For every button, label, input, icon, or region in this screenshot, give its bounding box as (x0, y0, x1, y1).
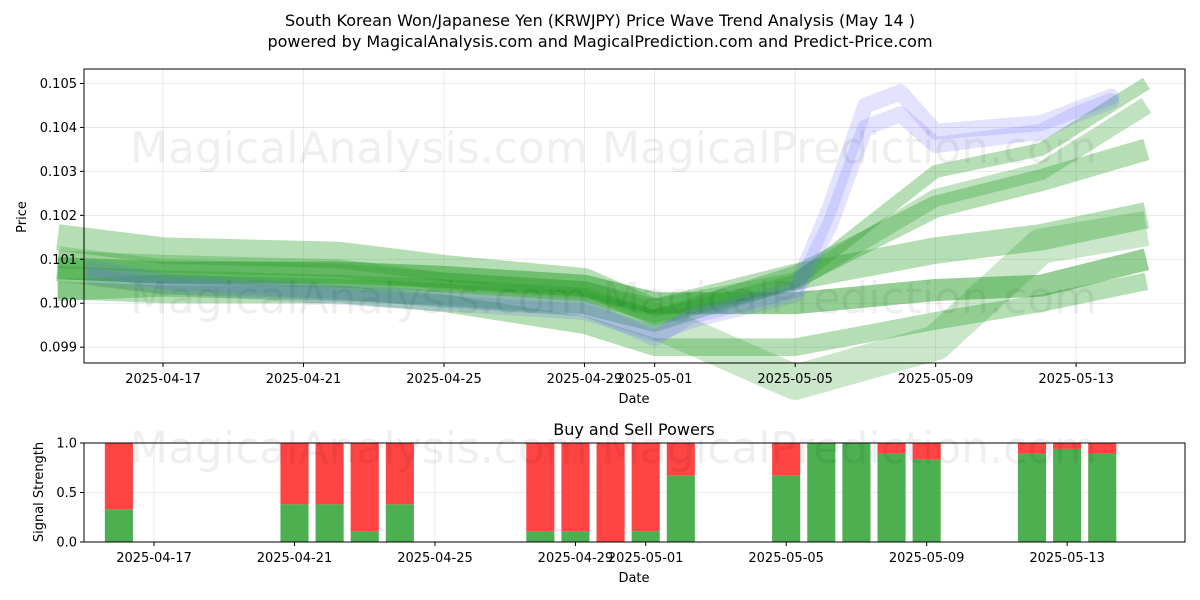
buy-bar (1088, 453, 1117, 542)
buy-bar (666, 475, 695, 542)
watermark-analysis-bottom: MagicalAnalysis.com (130, 423, 588, 474)
price-y-tick-label: 0.099 (40, 341, 77, 356)
price-x-ticks: 2025-04-17 2025-04-21 2025-04-25 2025-04-29… (125, 363, 1114, 387)
signal-x-tick-label: 2025-04-29 (538, 551, 614, 566)
signal-x-tick-label: 2025-04-21 (257, 551, 333, 566)
price-y-tick-label: 0.105 (40, 77, 77, 92)
price-x-tick-label: 2025-05-09 (898, 372, 974, 387)
buy-bar (772, 475, 801, 542)
price-x-tick-label: 2025-05-01 (617, 372, 693, 387)
chart-title: South Korean Won/Japanese Yen (KRWJPY) P… (285, 11, 915, 30)
signal-y-ticks: 0.0 0.5 1.0 (56, 437, 84, 551)
buy-bar (912, 459, 941, 542)
signal-x-tick-label: 2025-05-09 (889, 551, 965, 566)
sell-bar (1017, 443, 1047, 454)
green-band-3 (57, 248, 1150, 315)
watermark-prediction-bottom: MagicalPrediction.com (602, 423, 1097, 474)
signal-x-tick-label: 2025-05-13 (1029, 551, 1105, 566)
price-x-tick-label: 2025-05-05 (757, 372, 833, 387)
signal-bars (104, 443, 1117, 542)
buy-bar (385, 504, 414, 542)
price-grid (84, 69, 1185, 363)
signal-x-ticks: 2025-04-17 2025-04-21 2025-04-25 2025-04-29… (116, 542, 1105, 566)
sell-bar (385, 443, 414, 505)
price-y-tick-label: 0.101 (40, 253, 77, 268)
watermark-prediction-middle: MagicalPrediction.com (602, 273, 1097, 324)
sell-bar (666, 443, 695, 476)
buy-bar (280, 504, 309, 542)
green-band-6 (55, 211, 1150, 400)
signal-y-axis-label: Signal Strength (32, 442, 47, 542)
watermark-analysis-top: MagicalAnalysis.com (130, 123, 588, 174)
price-y-axis-label: Price (15, 201, 30, 233)
price-bands (55, 77, 1152, 400)
sell-bar (315, 443, 344, 505)
blue-band-0 (84, 84, 1120, 347)
price-y-tick-label: 0.104 (40, 121, 77, 136)
price-axes-frame (83, 68, 1186, 364)
buy-bar (877, 453, 906, 542)
price-x-tick-label: 2025-05-13 (1038, 372, 1114, 387)
signal-panel-title: Buy and Sell Powers (553, 420, 715, 439)
green-band-1 (57, 138, 1150, 332)
watermark-analysis-middle: MagicalAnalysis.com (130, 273, 588, 324)
buy-bar (526, 531, 555, 542)
price-y-tick-label: 0.102 (40, 209, 77, 224)
sell-bar (280, 443, 309, 505)
buy-bar (631, 531, 660, 542)
signal-x-tick-label: 2025-05-01 (608, 551, 684, 566)
price-x-tick-label: 2025-04-25 (406, 372, 482, 387)
buy-bar (104, 509, 133, 542)
green-band-4 (57, 272, 1149, 356)
signal-x-tick-label: 2025-05-05 (748, 551, 824, 566)
sell-bar (526, 443, 555, 532)
sell-bar (772, 443, 801, 476)
watermark-prediction-top: MagicalPrediction.com (602, 123, 1097, 174)
price-y-tick-label: 0.103 (40, 165, 77, 180)
price-x-axis-label: Date (618, 392, 649, 407)
price-x-tick-label: 2025-04-21 (266, 372, 342, 387)
buy-bar (350, 531, 379, 542)
signal-panel: Buy and Sell Powers MagicalAnalysis.com … (32, 420, 1186, 586)
sell-bar (104, 443, 133, 510)
buy-bar (842, 443, 871, 542)
price-x-tick-label: 2025-04-29 (547, 372, 623, 387)
signal-y-tick-label: 0.0 (56, 536, 77, 551)
sell-bar (912, 443, 941, 460)
sell-bar (1053, 443, 1082, 449)
sell-bar (561, 443, 590, 532)
sell-bar (877, 443, 906, 454)
buy-bar (561, 531, 590, 542)
buy-bar (807, 443, 836, 542)
price-y-tick-label: 0.100 (40, 297, 77, 312)
buy-bar (315, 504, 344, 542)
signal-x-tick-label: 2025-04-17 (116, 551, 192, 566)
price-panel: MagicalAnalysis.com MagicalPrediction.co… (15, 68, 1186, 407)
sell-bar (596, 443, 625, 542)
chart-subtitle: powered by MagicalAnalysis.com and Magic… (267, 32, 932, 51)
buy-bar (1017, 453, 1047, 542)
price-y-ticks: 0.099 0.100 0.101 0.102 0.103 0.104 0.105 (40, 77, 84, 356)
buy-bar (1053, 448, 1082, 542)
sell-bar (350, 443, 379, 532)
price-x-tick-label: 2025-04-17 (125, 372, 201, 387)
sell-bar (1088, 443, 1117, 454)
sell-bar (631, 443, 660, 532)
signal-x-axis-label: Date (618, 571, 649, 586)
signal-y-tick-label: 0.5 (56, 486, 77, 501)
green-band-5 (57, 98, 1152, 317)
blue-band-1 (84, 93, 1120, 342)
signal-y-tick-label: 1.0 (56, 437, 77, 452)
signal-x-tick-label: 2025-04-25 (397, 551, 473, 566)
